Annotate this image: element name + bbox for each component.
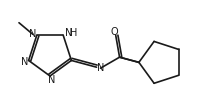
Text: H: H: [70, 28, 77, 39]
Text: N: N: [48, 75, 55, 85]
Text: N: N: [29, 29, 36, 39]
Text: N: N: [65, 28, 72, 39]
Text: N: N: [21, 57, 28, 67]
Text: O: O: [111, 27, 119, 36]
Text: N: N: [97, 63, 104, 73]
